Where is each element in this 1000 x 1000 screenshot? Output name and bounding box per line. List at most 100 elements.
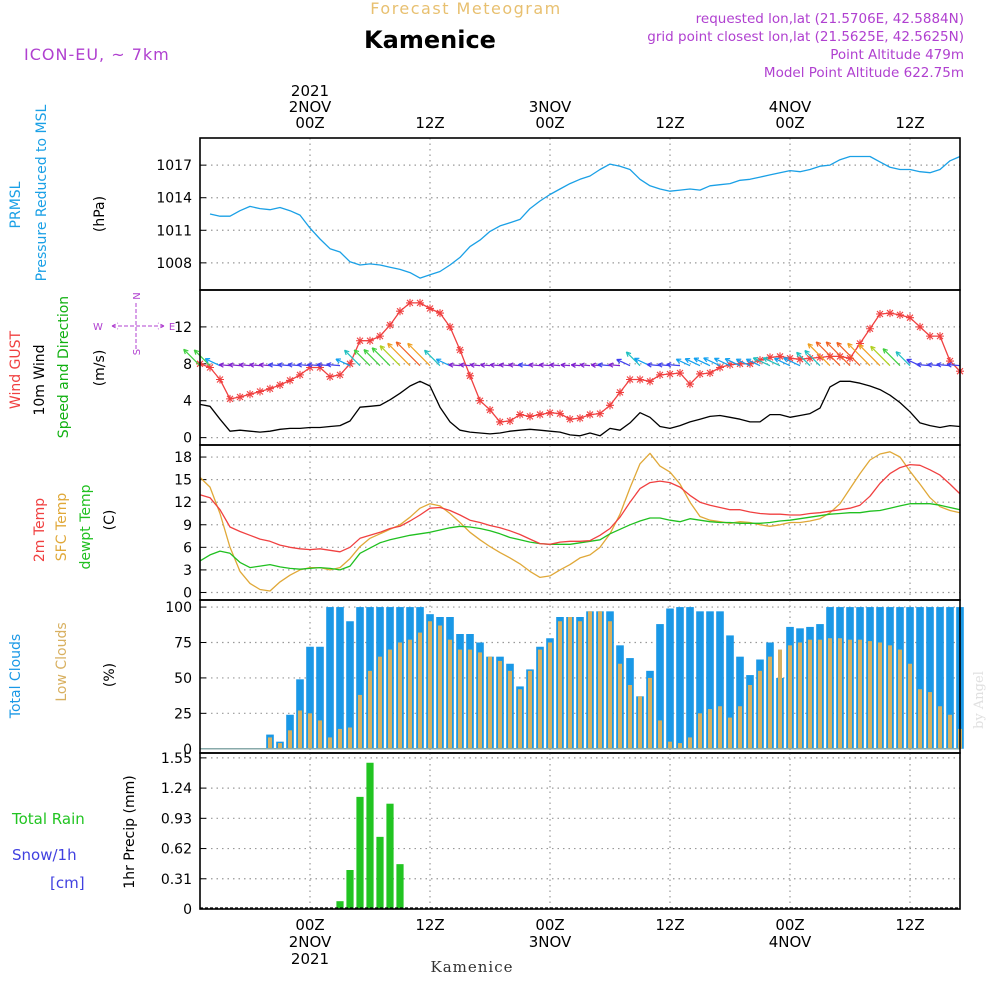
point-altitude: Point Altitude 479m bbox=[830, 47, 964, 63]
wind-direction-arrow bbox=[407, 342, 431, 367]
wind-direction-arrow bbox=[882, 348, 901, 367]
wind-direction-arrow bbox=[783, 357, 801, 367]
low-cloud-bar bbox=[908, 663, 912, 749]
low-cloud-bar bbox=[918, 689, 922, 749]
low-cloud-bar bbox=[268, 737, 272, 749]
precip-bar bbox=[396, 864, 404, 909]
cloud-unit: (%) bbox=[102, 663, 118, 687]
wind-gust-marker bbox=[546, 408, 554, 417]
wind-direction-arrow bbox=[249, 362, 261, 368]
pressure-line bbox=[209, 155, 961, 279]
low-cloud-bar bbox=[688, 737, 692, 749]
clouds-ytick-label: 0 bbox=[183, 742, 192, 758]
wind-gust-marker bbox=[226, 394, 234, 403]
pressure-ytick-label: 1017 bbox=[156, 158, 192, 174]
wind-gust-marker bbox=[476, 396, 484, 405]
wind-direction-arrow bbox=[228, 362, 241, 368]
wind-direction-arrow bbox=[675, 358, 691, 367]
clouds-ytick-label: 100 bbox=[165, 600, 192, 616]
wind-direction-arrow bbox=[395, 341, 421, 367]
low-cloud-bar bbox=[638, 696, 642, 749]
wind-direction-arrow bbox=[326, 362, 341, 368]
top-time-label: 12Z bbox=[895, 114, 924, 132]
low-cloud-bar bbox=[308, 713, 312, 749]
low-cloud-bar bbox=[458, 649, 462, 749]
total-cloud-bar bbox=[306, 646, 314, 749]
low-cloud-bar bbox=[798, 642, 802, 749]
rain-label: Total Rain bbox=[11, 810, 85, 828]
wind-gust-marker bbox=[566, 415, 574, 424]
low-cloud-bar bbox=[698, 713, 702, 749]
wind-gust-marker bbox=[246, 390, 254, 399]
total-cloud-bar bbox=[946, 607, 954, 749]
precip-ytick-label: 1.24 bbox=[161, 781, 192, 797]
wind-direction-arrow bbox=[517, 362, 531, 368]
wind-direction-arrow bbox=[448, 362, 461, 368]
precip-bar bbox=[346, 870, 354, 909]
wind-direction-arrow bbox=[666, 362, 681, 368]
low-cloud-bar bbox=[288, 730, 292, 749]
wind-gust-marker bbox=[286, 376, 294, 385]
wind-gust-marker bbox=[466, 371, 474, 380]
bottom-time-label: 2021 bbox=[291, 950, 329, 968]
wind-gust-marker bbox=[796, 355, 804, 364]
wind-direction-arrow bbox=[895, 351, 911, 367]
low-cloud-bar bbox=[858, 639, 862, 749]
low-cloud-bar bbox=[948, 714, 952, 749]
precip-ytick-label: 0.31 bbox=[161, 872, 192, 888]
low-cloud-bar bbox=[818, 639, 822, 749]
temp-2m-line bbox=[199, 463, 961, 553]
low-cloud-bar bbox=[628, 685, 632, 749]
wind-gust-marker bbox=[496, 417, 504, 426]
dewpt-label: dewpt Temp bbox=[78, 484, 94, 569]
temp-ytick-label: 0 bbox=[183, 585, 192, 601]
wind-gust-marker bbox=[276, 381, 284, 390]
wind-direction-arrow bbox=[870, 345, 891, 367]
total-cloud-bar bbox=[336, 607, 344, 749]
total-cloud-bar bbox=[346, 621, 354, 749]
wind-ytick-label: 8 bbox=[183, 357, 192, 373]
wind-gust-marker bbox=[776, 352, 784, 361]
wind-direction-arrow bbox=[625, 351, 641, 367]
wind-ytick-label: 12 bbox=[174, 320, 192, 336]
precip-ytick-label: 0.93 bbox=[161, 811, 192, 827]
wind-panel: 0 4 8 12 bbox=[174, 289, 964, 447]
wind-direction-arrow bbox=[469, 362, 481, 368]
precip-bar bbox=[366, 762, 374, 909]
wind-gust-marker bbox=[696, 369, 704, 378]
wind-direction-arrow bbox=[508, 362, 521, 368]
low-cloud-bar bbox=[478, 652, 482, 749]
precip-frame bbox=[199, 752, 961, 910]
wind-gust-marker bbox=[706, 369, 714, 378]
wind-gust-marker bbox=[916, 322, 924, 331]
wind-direction-arrow bbox=[371, 347, 391, 367]
wind-direction-arrow bbox=[459, 362, 471, 368]
wind-gust-marker bbox=[926, 332, 934, 341]
total-cloud-bar bbox=[916, 607, 924, 749]
t2m-label: 2m Temp bbox=[32, 498, 48, 562]
low-cloud-bar bbox=[838, 638, 842, 749]
wind-gust-marker bbox=[576, 414, 584, 423]
wind-direction-arrow bbox=[570, 362, 581, 368]
low-cloud-bar bbox=[578, 621, 582, 749]
low-cloud-bar bbox=[778, 649, 782, 749]
wind-direction-arrow bbox=[579, 362, 591, 368]
temp-unit: (C) bbox=[102, 510, 118, 531]
low-cloud-bar bbox=[648, 677, 652, 749]
total-cloud-bar bbox=[736, 656, 744, 749]
wind-gust-marker bbox=[856, 339, 864, 348]
total-cloud-bar bbox=[706, 611, 714, 749]
wind-gust-marker bbox=[206, 363, 214, 372]
wind-gust-marker bbox=[806, 354, 814, 363]
low-cloud-bar bbox=[748, 685, 752, 749]
wind-direction-arrow bbox=[815, 341, 841, 367]
wind-gust-marker bbox=[376, 332, 384, 341]
low-cloud-bar bbox=[348, 727, 352, 749]
wind-direction-arrow bbox=[258, 362, 271, 368]
closest-coords: grid point closest lon,lat (21.5625E, 42… bbox=[647, 29, 964, 45]
wind-gust-marker bbox=[616, 388, 624, 397]
footer-location: Kamenice bbox=[431, 958, 514, 976]
wind-direction-arrow bbox=[916, 362, 931, 368]
clouds-ytick-label: 50 bbox=[174, 671, 192, 687]
